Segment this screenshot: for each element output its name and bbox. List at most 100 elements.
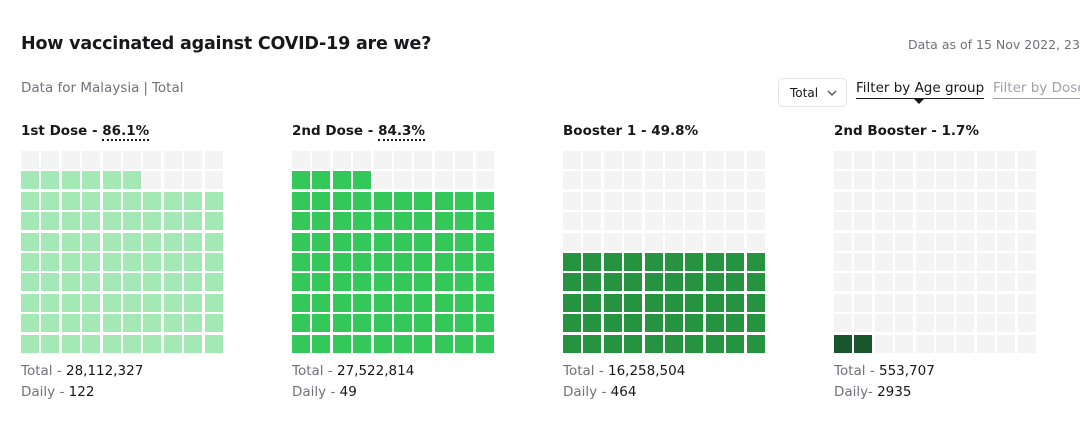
waffle-cell: [292, 212, 310, 231]
waffle-cell: [583, 293, 602, 312]
waffle-cell: [834, 171, 852, 190]
waffle-cell: [936, 314, 954, 333]
waffle-cell: [475, 151, 494, 169]
waffle-cell: [312, 212, 331, 231]
waffle-cell: [665, 273, 683, 292]
waffle-cell: [1017, 212, 1036, 231]
panel-percent[interactable]: 86.1%: [102, 123, 150, 141]
waffle-cell: [184, 171, 203, 190]
waffle-cell: [82, 212, 101, 231]
waffle-cell: [163, 314, 182, 333]
waffle-cell: [123, 253, 141, 271]
waffle-cell: [746, 334, 765, 353]
waffle-cell: [41, 314, 60, 333]
panel-dash: -: [363, 123, 379, 139]
waffle-cell: [685, 253, 704, 271]
waffle-cell: [82, 151, 101, 169]
panel-dash: -: [87, 123, 103, 139]
waffle-cell: [373, 314, 392, 333]
waffle-cell: [82, 293, 101, 312]
waffle-cell: [204, 171, 223, 190]
waffle-cell: [956, 334, 975, 353]
waffle-cell: [414, 151, 433, 169]
waffle-cell: [394, 151, 412, 169]
waffle-cell: [414, 171, 433, 190]
waffle-cell: [834, 151, 852, 169]
waffle-cell: [102, 212, 121, 231]
waffle-cell: [123, 212, 141, 231]
total-dropdown[interactable]: Total: [778, 78, 847, 107]
waffle-cell: [976, 334, 995, 353]
waffle-cell: [102, 293, 121, 312]
panel-heading: Booster 1 - 49.8%: [563, 123, 773, 141]
waffle-cell: [997, 171, 1016, 190]
waffle-cell: [563, 212, 581, 231]
waffle-cell: [204, 273, 223, 292]
daily-value: 49: [339, 384, 357, 400]
waffle-cell: [394, 232, 412, 251]
waffle-cell: [332, 191, 351, 210]
waffle-cell: [184, 314, 203, 333]
waffle-cell: [475, 273, 494, 292]
waffle-cell: [705, 191, 724, 210]
waffle-cell: [163, 253, 182, 271]
daily-dash: -: [326, 384, 340, 400]
waffle-cell: [184, 232, 203, 251]
waffle-cell: [82, 171, 101, 190]
waffle-cell: [1017, 293, 1036, 312]
waffle-cell: [603, 334, 622, 353]
waffle-cell: [563, 151, 581, 169]
waffle-cell: [726, 314, 745, 333]
waffle-cell: [143, 171, 162, 190]
waffle-cell: [563, 273, 581, 292]
waffle-cell: [936, 191, 954, 210]
panel-label: Booster 1: [563, 123, 637, 139]
waffle-cell: [895, 151, 914, 169]
waffle-cell: [123, 151, 141, 169]
waffle-cell: [292, 151, 310, 169]
waffle-cell: [292, 171, 310, 190]
waffle-cell: [624, 293, 643, 312]
waffle-cell: [455, 232, 474, 251]
waffle-cell: [834, 232, 852, 251]
waffle-cell: [61, 314, 80, 333]
waffle-cell: [475, 212, 494, 231]
waffle-cell: [895, 293, 914, 312]
waffle-cell: [705, 314, 724, 333]
panel-label: 2nd Booster: [834, 123, 927, 139]
waffle-cell: [61, 253, 80, 271]
waffle-cell: [184, 293, 203, 312]
waffle-cell: [143, 273, 162, 292]
waffle-cell: [997, 151, 1016, 169]
total-dash: -: [594, 363, 608, 379]
waffle-cell: [455, 151, 474, 169]
filter-by-age-tab[interactable]: Filter by Age group: [856, 80, 985, 99]
waffle-cell: [936, 293, 954, 312]
panel-percent[interactable]: 84.3%: [378, 123, 425, 141]
waffle-cell: [292, 334, 310, 353]
waffle-cell: [746, 212, 765, 231]
waffle-cell: [102, 171, 121, 190]
filter-by-dose-tab[interactable]: Filter by Dose: [993, 80, 1080, 99]
waffle-cell: [394, 171, 412, 190]
waffle-cell: [1017, 273, 1036, 292]
waffle-cell: [102, 191, 121, 210]
waffle-cell: [685, 314, 704, 333]
waffle-cell: [332, 171, 351, 190]
waffle-cell: [353, 191, 372, 210]
waffle-cell: [603, 253, 622, 271]
waffle-cell: [854, 334, 873, 353]
waffle-cell: [624, 253, 643, 271]
waffle-cell: [414, 334, 433, 353]
waffle-cell: [726, 212, 745, 231]
waffle-cell: [163, 212, 182, 231]
waffle-cell: [583, 334, 602, 353]
waffle-cell: [1017, 191, 1036, 210]
waffle-cell: [854, 314, 873, 333]
waffle-cell: [624, 334, 643, 353]
waffle-cell: [624, 212, 643, 231]
waffle-cell: [475, 314, 494, 333]
waffle-cell: [292, 191, 310, 210]
waffle-cell: [414, 253, 433, 271]
waffle-cell: [434, 273, 453, 292]
